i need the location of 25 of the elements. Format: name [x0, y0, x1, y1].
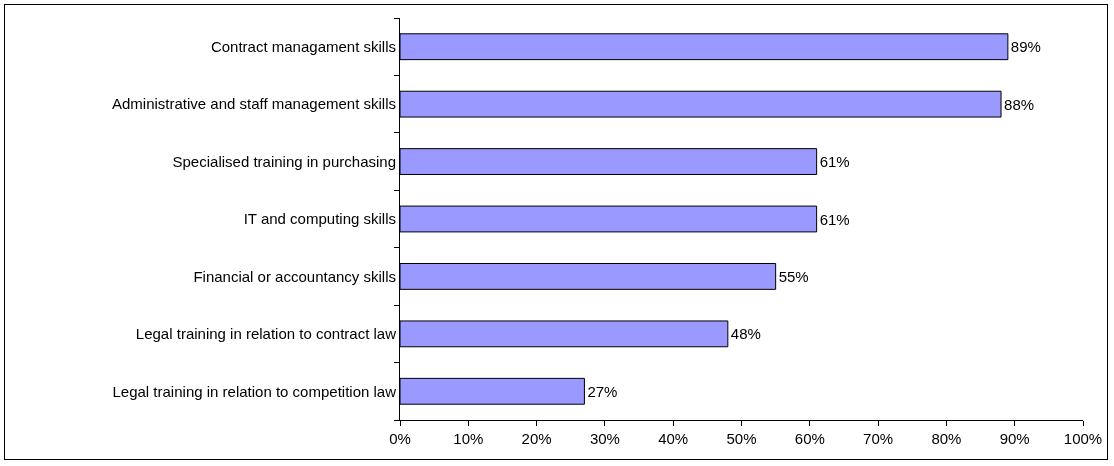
data-label: 88%	[1004, 95, 1035, 113]
y-tick-label: Contract managament skills	[210, 37, 396, 55]
x-tick-label: 40%	[658, 430, 689, 447]
data-label: 55%	[778, 267, 809, 285]
y-tick-label: Legal training in relation to competition law	[112, 382, 397, 400]
data-label: 89%	[1010, 38, 1041, 56]
x-tick-label: 10%	[453, 430, 484, 447]
y-tick-label: IT and computing skills	[243, 210, 396, 228]
y-tick-label: Financial or accountancy skills	[193, 267, 396, 285]
y-tick-label: Legal training in relation to contract law	[135, 325, 397, 343]
x-tick-label: 90%	[999, 430, 1030, 447]
data-label: 61%	[819, 210, 850, 228]
x-tick-label: 70%	[863, 430, 894, 447]
data-label: 48%	[730, 325, 761, 343]
y-tick-label: Specialised training in purchasing	[172, 152, 396, 170]
x-tick-label: 60%	[794, 430, 825, 447]
x-tick-label: 0%	[389, 430, 411, 447]
x-tick-label: 50%	[726, 430, 757, 447]
data-label: 27%	[587, 382, 618, 400]
x-tick-label: 100%	[1063, 430, 1103, 447]
x-tick-label: 30%	[589, 430, 620, 447]
x-tick-label: 20%	[521, 430, 552, 447]
data-label: 61%	[819, 153, 850, 171]
y-tick-label: Administrative and staff management skills	[111, 95, 396, 113]
x-tick-label: 80%	[931, 430, 962, 447]
